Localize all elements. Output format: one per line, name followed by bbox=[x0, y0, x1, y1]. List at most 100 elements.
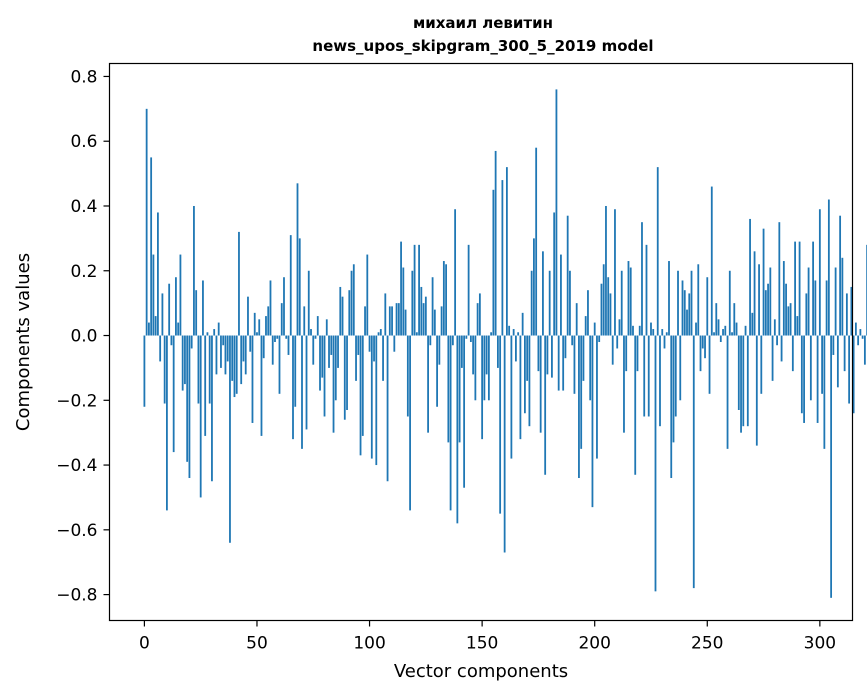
bar-156 bbox=[494, 150, 497, 336]
x-tick-label: 200 bbox=[578, 634, 610, 654]
bar-318 bbox=[859, 329, 862, 336]
bar-21 bbox=[190, 335, 193, 349]
x-tick-label: 250 bbox=[691, 634, 723, 654]
bar-25 bbox=[199, 335, 202, 498]
bar-53 bbox=[262, 335, 265, 359]
bar-63 bbox=[285, 335, 288, 339]
bar-237 bbox=[677, 270, 679, 336]
bar-141 bbox=[460, 335, 463, 368]
bar-13 bbox=[172, 335, 175, 453]
x-axis-ticks: 0 50 100 150 200 250 300 bbox=[139, 620, 836, 654]
y-tick-label: −0.2 bbox=[56, 391, 97, 411]
bar-269 bbox=[749, 218, 751, 336]
bar-222 bbox=[643, 335, 646, 417]
bar-274 bbox=[760, 335, 763, 394]
bar-163 bbox=[510, 335, 513, 459]
bar-68 bbox=[296, 183, 299, 336]
bar-208 bbox=[611, 335, 614, 365]
bar-115 bbox=[402, 267, 405, 336]
bar-194 bbox=[580, 335, 583, 449]
bar-267 bbox=[744, 325, 747, 336]
bar-253 bbox=[713, 332, 715, 336]
bar-262 bbox=[733, 303, 736, 336]
bar-59 bbox=[276, 335, 279, 339]
bar-248 bbox=[701, 335, 704, 349]
bar-299 bbox=[816, 335, 819, 423]
bar-106 bbox=[382, 335, 384, 381]
bar-144 bbox=[467, 244, 470, 336]
bar-247 bbox=[699, 335, 702, 372]
bar-271 bbox=[753, 251, 756, 336]
bar-101 bbox=[370, 335, 373, 459]
bar-37 bbox=[226, 335, 229, 362]
bar-143 bbox=[465, 335, 468, 339]
bar-258 bbox=[724, 325, 727, 336]
bar-212 bbox=[620, 270, 623, 336]
bar-193 bbox=[578, 335, 580, 479]
bar-279 bbox=[771, 335, 774, 381]
bar-12 bbox=[170, 335, 173, 346]
bar-256 bbox=[719, 335, 722, 342]
bar-88 bbox=[341, 296, 344, 336]
bar-159 bbox=[501, 180, 504, 336]
bar-211 bbox=[618, 319, 621, 336]
bar-254 bbox=[715, 303, 718, 336]
bar-240 bbox=[683, 290, 686, 336]
bar-69 bbox=[298, 238, 301, 336]
bar-160 bbox=[503, 335, 506, 553]
bar-243 bbox=[690, 270, 693, 336]
bar-84 bbox=[332, 335, 335, 433]
bar-188 bbox=[566, 215, 569, 336]
bar-287 bbox=[789, 303, 792, 336]
bar-217 bbox=[632, 325, 634, 336]
bar-109 bbox=[388, 306, 391, 336]
bar-245 bbox=[695, 322, 697, 336]
bar-285 bbox=[785, 283, 787, 336]
bar-161 bbox=[505, 167, 508, 336]
bar-114 bbox=[400, 241, 402, 336]
bar-85 bbox=[334, 335, 337, 401]
bar-280 bbox=[773, 319, 776, 336]
bar-95 bbox=[357, 335, 360, 355]
bar-61 bbox=[280, 303, 283, 336]
x-tick-label: 300 bbox=[804, 634, 836, 654]
y-tick-label: −0.8 bbox=[56, 586, 97, 606]
bar-79 bbox=[321, 335, 324, 378]
bar-82 bbox=[328, 335, 330, 368]
bar-319 bbox=[861, 335, 864, 339]
bar-283 bbox=[780, 335, 783, 362]
bar-70 bbox=[301, 335, 303, 449]
bar-234 bbox=[670, 335, 673, 479]
bar-246 bbox=[697, 264, 700, 336]
bar-146 bbox=[472, 335, 475, 375]
bar-303 bbox=[825, 280, 828, 336]
bar-320 bbox=[863, 335, 866, 365]
bar-209 bbox=[614, 209, 616, 336]
bar-168 bbox=[521, 312, 524, 336]
bar-77 bbox=[316, 316, 319, 336]
bar-31 bbox=[213, 329, 216, 336]
bar-23 bbox=[195, 290, 198, 336]
bar-190 bbox=[571, 335, 574, 346]
bar-157 bbox=[496, 335, 499, 368]
bar-273 bbox=[758, 264, 760, 336]
bar-139 bbox=[456, 335, 459, 524]
bar-162 bbox=[508, 325, 511, 336]
bar-290 bbox=[796, 316, 799, 336]
bar-58 bbox=[274, 335, 276, 342]
bar-185 bbox=[560, 254, 562, 336]
bar-302 bbox=[823, 335, 826, 449]
bar-110 bbox=[391, 306, 393, 336]
bar-11 bbox=[168, 283, 171, 336]
bar-316 bbox=[854, 322, 857, 336]
chart-title: михаил левитин bbox=[413, 14, 553, 32]
bar-171 bbox=[528, 335, 531, 427]
bar-136 bbox=[449, 335, 452, 511]
bar-164 bbox=[512, 329, 515, 336]
bar-235 bbox=[672, 335, 675, 443]
bar-140 bbox=[458, 335, 461, 443]
bar-117 bbox=[406, 335, 409, 417]
bar-94 bbox=[355, 335, 357, 381]
bar-181 bbox=[551, 335, 553, 378]
